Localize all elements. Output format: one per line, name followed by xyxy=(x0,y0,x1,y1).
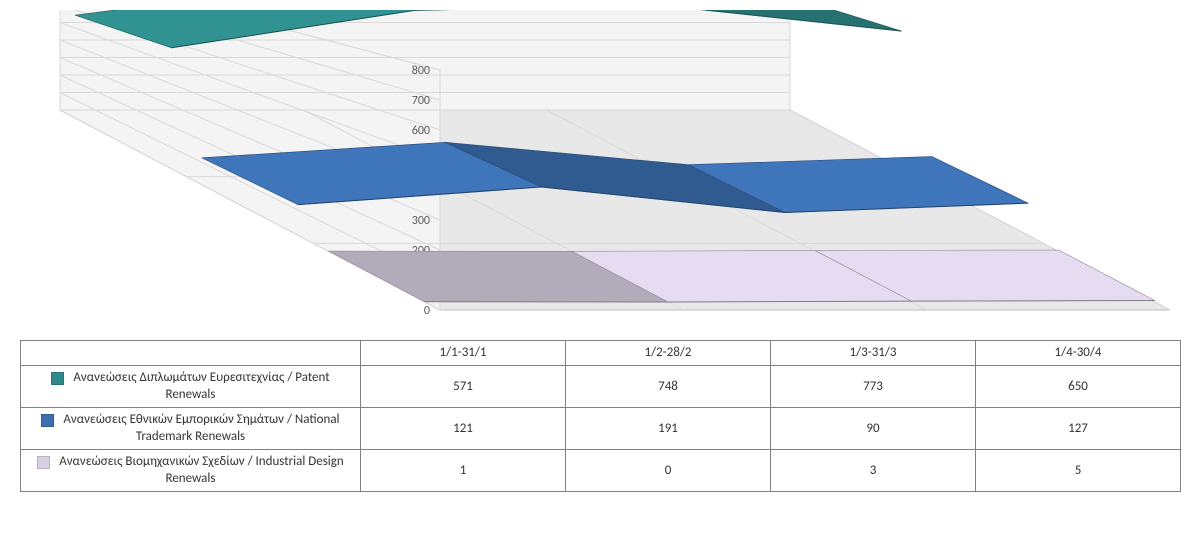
table-cell: 1 xyxy=(361,450,566,492)
table-cell: 571 xyxy=(361,366,566,408)
svg-text:700: 700 xyxy=(412,94,430,108)
table-cell: 127 xyxy=(976,408,1181,450)
table-cell: 121 xyxy=(361,408,566,450)
table-row: Ανανεώσεις Εθνικών Εμπορικών Σημάτων / N… xyxy=(21,408,1181,450)
col-header: 1/1-31/1 xyxy=(361,341,566,366)
chart-svg: 0100200300400500600700800 xyxy=(20,10,1180,340)
axis-corner-cell xyxy=(21,341,361,366)
table-cell: 748 xyxy=(566,366,771,408)
legend-label: Ανανεώσεις Βιομηχανικών Σχεδίων / Indust… xyxy=(59,454,344,485)
legend-cell-design: Ανανεώσεις Βιομηχανικών Σχεδίων / Indust… xyxy=(21,450,361,492)
col-header: 1/3-31/3 xyxy=(771,341,976,366)
data-table: 1/1-31/1 1/2-28/2 1/3-31/3 1/4-30/4 Αναν… xyxy=(20,340,1181,492)
svg-text:0: 0 xyxy=(424,304,430,318)
table-cell: 0 xyxy=(566,450,771,492)
table-header-row: 1/1-31/1 1/2-28/2 1/3-31/3 1/4-30/4 xyxy=(21,341,1181,366)
table-row: Ανανεώσεις Βιομηχανικών Σχεδίων / Indust… xyxy=(21,450,1181,492)
legend-label: Ανανεώσεις Διπλωμάτων Ευρεσιτεχνίας / Pa… xyxy=(73,370,329,401)
legend-label: Ανανεώσεις Εθνικών Εμπορικών Σημάτων / N… xyxy=(63,412,339,443)
col-header: 1/2-28/2 xyxy=(566,341,771,366)
svg-text:800: 800 xyxy=(412,64,430,78)
svg-text:600: 600 xyxy=(412,124,430,138)
legend-cell-patent: Ανανεώσεις Διπλωμάτων Ευρεσιτεχνίας / Pa… xyxy=(21,366,361,408)
table-cell: 773 xyxy=(771,366,976,408)
legend-swatch-icon xyxy=(41,414,54,427)
table-cell: 90 xyxy=(771,408,976,450)
svg-text:300: 300 xyxy=(412,214,430,228)
chart-3d-line: 0100200300400500600700800 xyxy=(20,10,1180,340)
legend-swatch-icon xyxy=(37,456,50,469)
table-row: Ανανεώσεις Διπλωμάτων Ευρεσιτεχνίας / Pa… xyxy=(21,366,1181,408)
legend-cell-trademark: Ανανεώσεις Εθνικών Εμπορικών Σημάτων / N… xyxy=(21,408,361,450)
table-cell: 650 xyxy=(976,366,1181,408)
legend-swatch-icon xyxy=(51,372,64,385)
table-cell: 3 xyxy=(771,450,976,492)
col-header: 1/4-30/4 xyxy=(976,341,1181,366)
table-cell: 5 xyxy=(976,450,1181,492)
table-cell: 191 xyxy=(566,408,771,450)
